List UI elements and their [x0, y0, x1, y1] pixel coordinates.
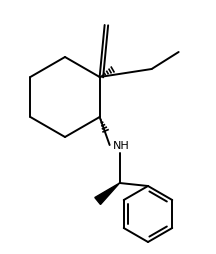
Text: NH: NH [113, 141, 129, 151]
Polygon shape [95, 183, 120, 204]
